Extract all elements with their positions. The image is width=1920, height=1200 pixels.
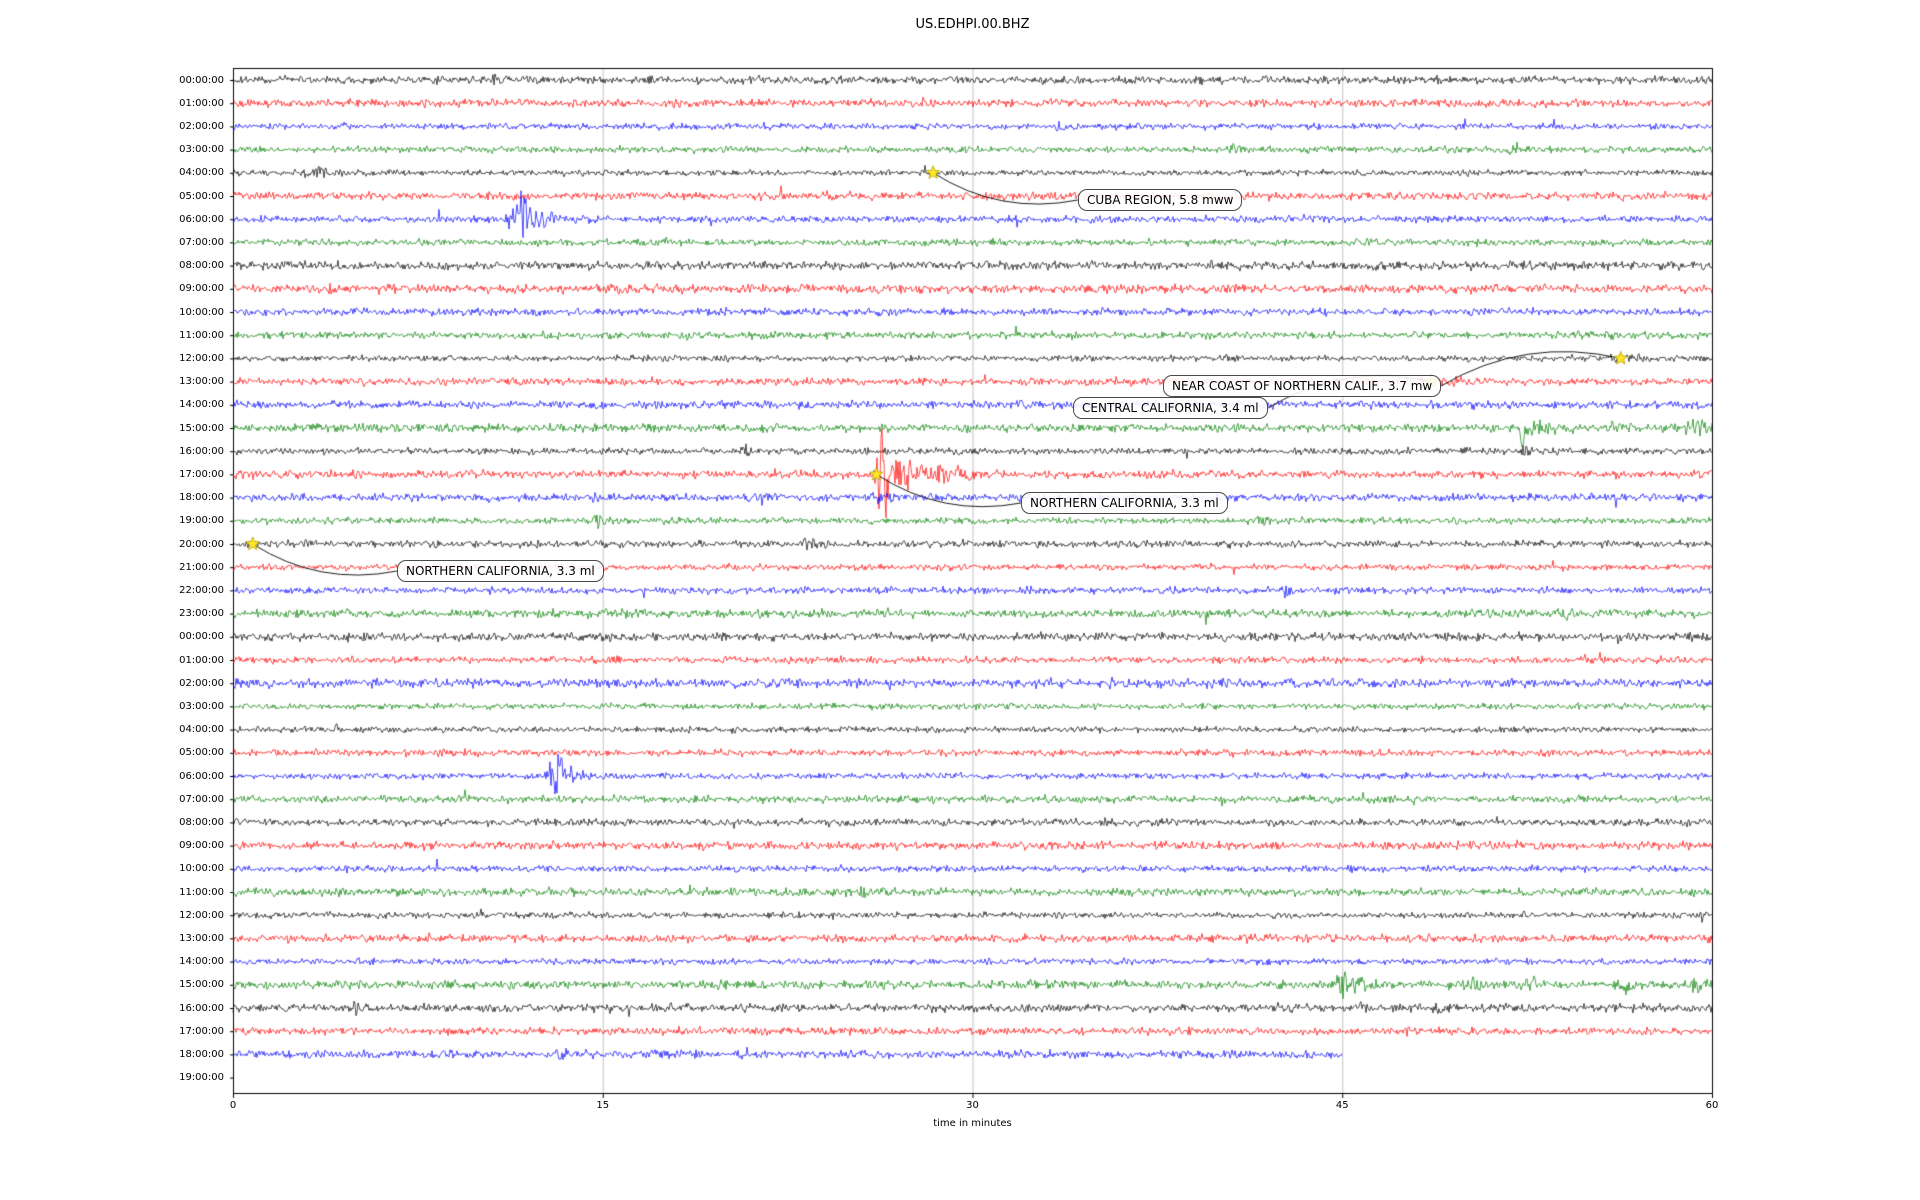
y-axis-label: 09:00:00 <box>179 840 224 852</box>
x-tick-label-0: 0 <box>229 1100 237 1111</box>
y-axis-label: 07:00:00 <box>179 793 224 805</box>
y-axis-label: 20:00:00 <box>179 538 224 550</box>
y-axis-label: 08:00:00 <box>179 260 224 272</box>
chart-title: US.EDHPI.00.BHZ <box>915 17 1030 32</box>
y-axis-label: 17:00:00 <box>179 1025 224 1037</box>
y-axis-label: 11:00:00 <box>179 886 224 898</box>
y-axis-label: 11:00:00 <box>179 329 224 341</box>
y-axis-label: 19:00:00 <box>179 1072 224 1084</box>
y-axis-label: 05:00:00 <box>179 190 224 202</box>
y-axis-label: 15:00:00 <box>179 422 224 434</box>
y-axis-label: 01:00:00 <box>179 97 224 109</box>
y-axis-label: 17:00:00 <box>179 468 224 480</box>
y-axis-label: 22:00:00 <box>179 584 224 596</box>
y-axis-label: 03:00:00 <box>179 700 224 712</box>
y-axis-label: 06:00:00 <box>179 770 224 782</box>
x-tick-label-60: 60 <box>1705 1100 1719 1111</box>
y-axis-label: 21:00:00 <box>179 561 224 573</box>
event-callout-central-california: CENTRAL CALIFORNIA, 3.4 ml <box>1073 397 1268 419</box>
x-tick-label-45: 45 <box>1335 1100 1349 1111</box>
x-axis-title: time in minutes <box>933 1118 1012 1129</box>
y-axis-label: 04:00:00 <box>179 724 224 736</box>
x-tick-label-15: 15 <box>596 1100 610 1111</box>
y-axis-label: 09:00:00 <box>179 283 224 295</box>
y-axis-label: 12:00:00 <box>179 909 224 921</box>
event-callout-northern-california-2: NORTHERN CALIFORNIA, 3.3 ml <box>397 560 604 582</box>
y-axis-label: 10:00:00 <box>179 863 224 875</box>
y-axis-label: 01:00:00 <box>179 654 224 666</box>
y-axis-label: 03:00:00 <box>179 144 224 156</box>
y-axis-label: 14:00:00 <box>179 956 224 968</box>
y-axis-label: 08:00:00 <box>179 816 224 828</box>
y-axis-label: 02:00:00 <box>179 677 224 689</box>
y-axis-label: 13:00:00 <box>179 932 224 944</box>
y-axis-label: 19:00:00 <box>179 515 224 527</box>
y-axis-label: 02:00:00 <box>179 120 224 132</box>
event-callout-cuba-region: CUBA REGION, 5.8 mww <box>1078 189 1243 211</box>
y-axis-label: 10:00:00 <box>179 306 224 318</box>
y-axis-label: 13:00:00 <box>179 376 224 388</box>
y-axis-label: 16:00:00 <box>179 1002 224 1014</box>
y-axis-label: 07:00:00 <box>179 236 224 248</box>
y-axis-label: 23:00:00 <box>179 608 224 620</box>
y-axis-label: 18:00:00 <box>179 492 224 504</box>
y-axis-label: 16:00:00 <box>179 445 224 457</box>
y-axis-label: 15:00:00 <box>179 979 224 991</box>
y-axis-label: 04:00:00 <box>179 167 224 179</box>
y-axis-label: 12:00:00 <box>179 352 224 364</box>
y-axis-label: 00:00:00 <box>179 631 224 643</box>
y-axis-label: 06:00:00 <box>179 213 224 225</box>
y-axis-label: 14:00:00 <box>179 399 224 411</box>
y-axis-label: 18:00:00 <box>179 1048 224 1060</box>
y-axis-label: 05:00:00 <box>179 747 224 759</box>
event-callout-northern-california-1: NORTHERN CALIFORNIA, 3.3 ml <box>1021 492 1228 514</box>
x-tick-label-30: 30 <box>966 1100 979 1111</box>
event-callout-near-coast-n-calif: NEAR COAST OF NORTHERN CALIF., 3.7 mw <box>1163 375 1442 397</box>
y-axis-label: 00:00:00 <box>179 74 224 86</box>
